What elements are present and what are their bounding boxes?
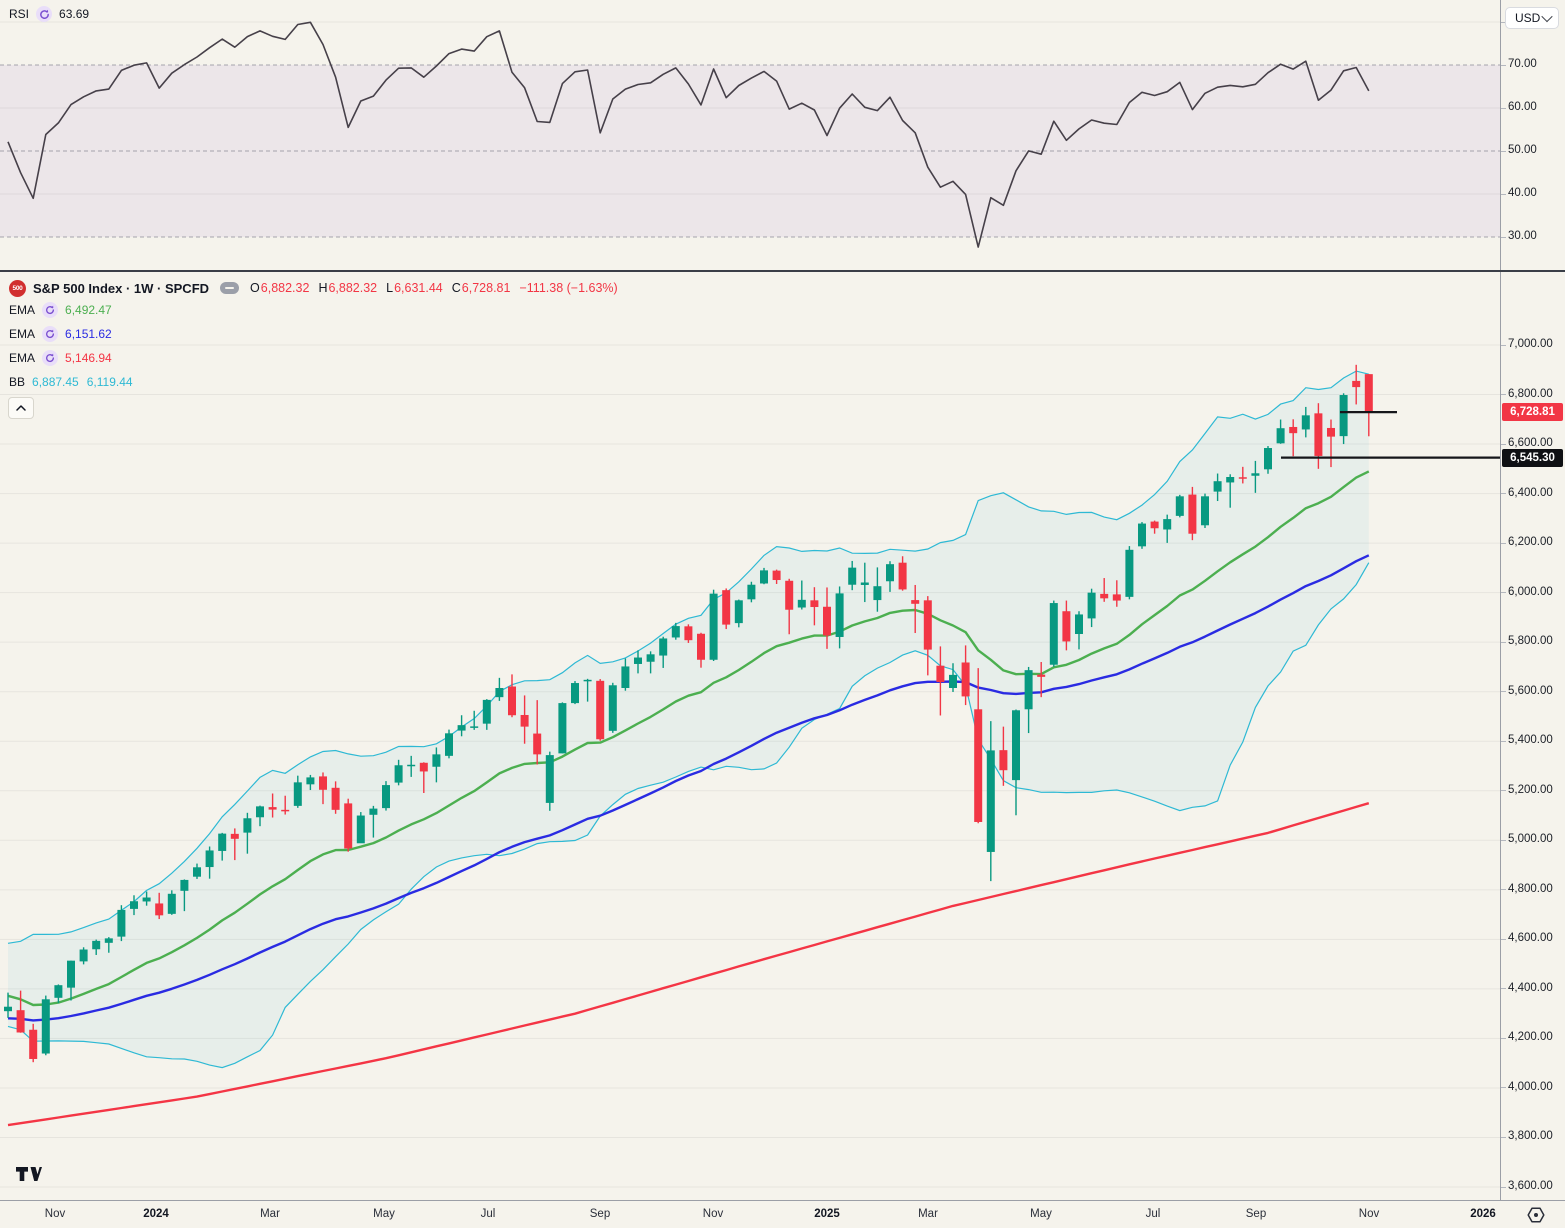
rsi-axis-label: 50.00 — [1508, 144, 1537, 156]
tradingview-logo[interactable] — [16, 1164, 42, 1184]
price-axis-label: 5,000.00 — [1508, 833, 1553, 846]
refresh-icon[interactable] — [42, 302, 59, 318]
price-axis-label: 4,400.00 — [1508, 981, 1553, 994]
price-axis-label: 6,600.00 — [1508, 437, 1553, 450]
pane-separator[interactable] — [0, 270, 1565, 272]
time-axis-label: 2024 — [143, 1208, 169, 1220]
time-axis[interactable]: Nov 2024 Mar May Jul Sep Nov 2025 Mar May Jul Sep No… — [0, 1201, 1565, 1228]
chevron-down-icon — [1541, 10, 1553, 23]
price-axis-border — [1500, 0, 1501, 1200]
ohlc-values: O6,882.32 H6,882.32 L6,631.44 C6,728.81 … — [250, 281, 618, 295]
price-axis-label: 6,800.00 — [1508, 387, 1553, 400]
rsi-value: 63.69 — [59, 7, 90, 21]
price-axis-label: 5,600.00 — [1508, 684, 1553, 697]
time-axis-label: Sep — [589, 1208, 611, 1220]
price-axis-label: 5,200.00 — [1508, 783, 1553, 796]
price-axis-label: 4,200.00 — [1508, 1031, 1553, 1044]
ema-row-fast: EMA 6,492.47 — [9, 302, 112, 318]
rsi-label[interactable]: RSI — [9, 7, 30, 21]
currency-selector[interactable]: USD — [1505, 7, 1559, 29]
collapse-pane-button[interactable] — [8, 397, 34, 419]
ema-row-slow: EMA 5,146.94 — [9, 350, 112, 366]
time-axis-label: Mar — [260, 1208, 280, 1220]
time-axis-label: Nov — [702, 1208, 724, 1220]
price-axis-label: 4,800.00 — [1508, 882, 1553, 895]
price-axis-label: 6,000.00 — [1508, 585, 1553, 598]
time-axis-label: 2025 — [814, 1208, 840, 1220]
time-axis-label: Nov — [44, 1208, 66, 1220]
rsi-axis-label: 60.00 — [1508, 101, 1537, 113]
price-axis-label: 5,800.00 — [1508, 635, 1553, 648]
price-axis-label: 7,000.00 — [1508, 338, 1553, 350]
symbol-legend: 500 S&P 500 Index · 1W · SPCFD O6,882.32… — [9, 278, 618, 394]
symbol-title[interactable]: S&P 500 Index · 1W · SPCFD — [33, 280, 210, 296]
chevron-up-icon — [16, 405, 26, 411]
refresh-icon[interactable] — [42, 350, 59, 366]
rsi-axis-label: 70.00 — [1508, 58, 1537, 70]
time-axis-label: Jul — [1145, 1208, 1161, 1220]
time-axis-label: Jul — [480, 1208, 496, 1220]
rsi-refresh-icon[interactable] — [36, 6, 53, 22]
price-badge: 6,545.30 — [1502, 448, 1563, 467]
refresh-icon[interactable] — [42, 326, 59, 342]
change-value: −111.38 (−1.63%) — [519, 281, 618, 295]
price-badge: 6,728.81 — [1502, 403, 1563, 422]
rsi-axis-label: 30.00 — [1508, 230, 1537, 242]
price-axis-label: 6,200.00 — [1508, 536, 1553, 549]
hide-indicator-icon[interactable] — [220, 282, 240, 294]
price-axis-label: 5,400.00 — [1508, 734, 1553, 747]
time-axis-label: Nov — [1358, 1208, 1380, 1220]
axis-settings-gear-icon[interactable] — [1526, 1205, 1546, 1225]
time-axis-label: 2026 — [1470, 1208, 1496, 1220]
ema-row-mid: EMA 6,151.62 — [9, 326, 112, 342]
price-axis-label: 3,600.00 — [1508, 1180, 1553, 1192]
time-axis-label: May — [1030, 1208, 1052, 1220]
chart-canvas[interactable] — [0, 0, 1500, 1200]
rsi-legend: RSI 63.69 — [9, 6, 89, 22]
price-axis-label: 3,800.00 — [1508, 1130, 1553, 1143]
price-axis-label: 4,600.00 — [1508, 932, 1553, 945]
price-axis[interactable]: USD 80.0070.0060.0050.0040.0030.007,000.… — [1501, 0, 1565, 1200]
bb-row: BB 6,887.45 6,119.44 — [9, 375, 133, 389]
price-axis-label: 4,000.00 — [1508, 1080, 1553, 1093]
price-axis-label: 6,400.00 — [1508, 486, 1553, 499]
time-axis-label: May — [373, 1208, 395, 1220]
time-axis-border — [0, 1200, 1565, 1201]
rsi-axis-label: 40.00 — [1508, 187, 1537, 199]
time-axis-label: Mar — [918, 1208, 938, 1220]
time-axis-label: Sep — [1245, 1208, 1267, 1220]
symbol-logo: 500 — [9, 279, 26, 297]
